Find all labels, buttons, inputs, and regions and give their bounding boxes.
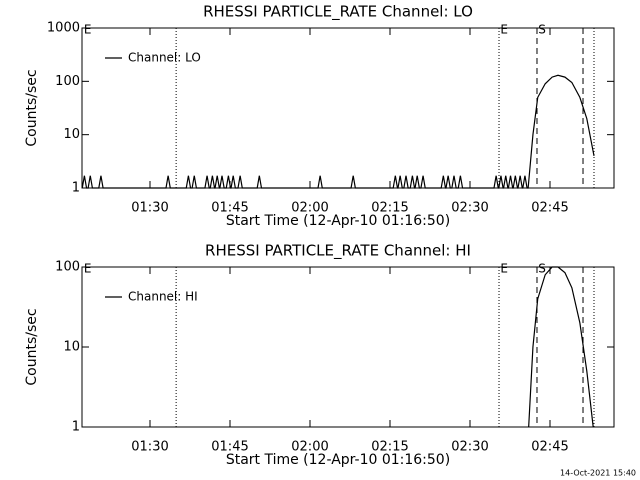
x-tick-label: 02:45 bbox=[531, 440, 568, 455]
x-tick-label: 02:45 bbox=[531, 201, 568, 216]
x-tick-label: 01:30 bbox=[131, 201, 168, 216]
x-tick-label: 02:00 bbox=[291, 201, 328, 216]
x-tick-label: 02:30 bbox=[451, 440, 488, 455]
y-tick-label: 1000 bbox=[47, 21, 80, 36]
x-tick-label: 02:30 bbox=[451, 201, 488, 216]
y-tick-label: 100 bbox=[55, 74, 80, 89]
event-label: E bbox=[500, 262, 508, 276]
y-tick-label: 1 bbox=[72, 181, 80, 196]
x-tick-label: 01:30 bbox=[131, 440, 168, 455]
y-tick-label: 10 bbox=[63, 127, 80, 142]
event-label: E bbox=[500, 23, 508, 37]
plot-frame bbox=[81, 27, 615, 189]
x-tick-label: 02:15 bbox=[371, 201, 408, 216]
event-label: S bbox=[538, 23, 546, 37]
event-label: E bbox=[84, 23, 92, 37]
x-tick-label: 02:15 bbox=[371, 440, 408, 455]
data-line bbox=[82, 74, 595, 189]
plot: RHESSI PARTICLE_RATE Channel: HI Start Ti… bbox=[24, 242, 615, 468]
plot: RHESSI PARTICLE_RATE Channel: LO Start Ti… bbox=[24, 3, 615, 229]
y-axis-label: Counts/sec bbox=[24, 308, 40, 385]
y-tick-label: 1 bbox=[72, 420, 80, 435]
legend-label: Channel: HI bbox=[128, 290, 198, 304]
x-tick-label: 02:00 bbox=[291, 440, 328, 455]
chart-title: RHESSI PARTICLE_RATE Channel: LO bbox=[203, 3, 473, 22]
event-label: E bbox=[84, 262, 92, 276]
x-tick-label: 01:45 bbox=[211, 440, 248, 455]
chart-title: RHESSI PARTICLE_RATE Channel: HI bbox=[205, 242, 471, 261]
event-label: S bbox=[538, 262, 546, 276]
y-tick-label: 10 bbox=[63, 340, 80, 355]
plot-frame bbox=[81, 266, 615, 428]
y-axis-label: Counts/sec bbox=[24, 69, 40, 146]
timestamp: 14-Oct-2021 15:40 bbox=[560, 469, 636, 478]
x-axis-label: Start Time (12-Apr-10 01:16:50) bbox=[226, 452, 450, 468]
x-tick-label: 01:45 bbox=[211, 201, 248, 216]
legend-label: Channel: LO bbox=[128, 51, 201, 65]
y-tick-label: 100 bbox=[55, 260, 80, 275]
x-axis-label: Start Time (12-Apr-10 01:16:50) bbox=[226, 213, 450, 229]
